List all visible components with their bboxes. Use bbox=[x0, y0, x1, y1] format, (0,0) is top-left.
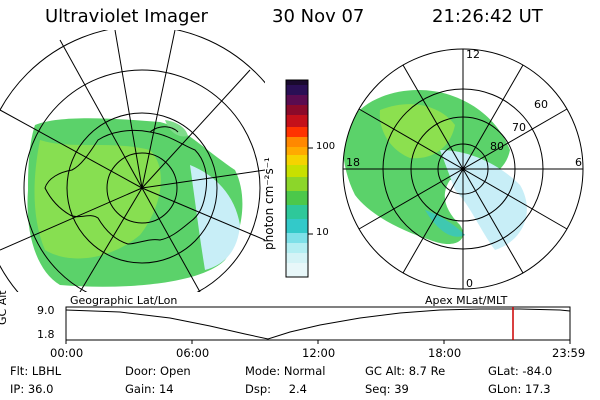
geographic-caption: Geographic Lat/Lon bbox=[70, 294, 178, 307]
info-label: GLat: bbox=[488, 364, 519, 378]
continent-outline bbox=[44, 129, 208, 245]
info-label: Flt: bbox=[10, 364, 29, 378]
info-dsp: Dsp: 2.4 bbox=[245, 382, 307, 396]
lat-circle-70 bbox=[66, 112, 218, 264]
info-value: 2.4 bbox=[288, 382, 307, 396]
info-flt: Flt: LBHL bbox=[10, 364, 61, 378]
date-label: 30 Nov 07 bbox=[272, 6, 365, 27]
time-label: 21:26:42 UT bbox=[432, 6, 543, 27]
info-label: Gain: bbox=[125, 382, 156, 396]
geographic-map bbox=[0, 30, 265, 292]
time-tick-2359: 23:59 bbox=[552, 346, 586, 360]
altitude-plot bbox=[65, 306, 571, 344]
info-value: 36.0 bbox=[27, 382, 54, 396]
lat-label-80: 80 bbox=[490, 140, 504, 153]
colorbar bbox=[285, 79, 313, 278]
mlt-label-0: 0 bbox=[466, 277, 473, 290]
info-door: Door: Open bbox=[125, 364, 191, 378]
time-tick-1800: 18:00 bbox=[428, 346, 462, 360]
info-mode: Mode: Normal bbox=[245, 364, 325, 378]
info-value: -84.0 bbox=[522, 364, 553, 378]
info-value: 39 bbox=[394, 382, 409, 396]
time-tick-1200: 12:00 bbox=[302, 346, 336, 360]
info-label: Mode: bbox=[245, 364, 281, 378]
info-value: LBHL bbox=[31, 364, 62, 378]
info-label: Seq: bbox=[365, 382, 391, 396]
lat-label-60: 60 bbox=[534, 98, 548, 111]
info-gain: Gain: 14 bbox=[125, 382, 174, 396]
info-value: Normal bbox=[283, 364, 326, 378]
info-label: GLon: bbox=[488, 382, 522, 396]
coast-detail bbox=[149, 126, 179, 133]
time-tick-0000: 00:00 bbox=[50, 346, 84, 360]
aurora-bright-region bbox=[34, 140, 161, 259]
aurora-patch bbox=[165, 120, 188, 137]
instrument-title: Ultraviolet Imager bbox=[45, 6, 208, 27]
altitude-ylabel: GC Alt bbox=[0, 290, 9, 325]
info-value: 14 bbox=[158, 382, 174, 396]
info-value: 17.3 bbox=[524, 382, 551, 396]
info-value: 8.7 Re bbox=[408, 364, 446, 378]
info-label: GC Alt: bbox=[365, 364, 406, 378]
aurora-faint-region bbox=[190, 165, 240, 270]
info-ip: IP: 36.0 bbox=[10, 382, 53, 396]
info-seq: Seq: 39 bbox=[365, 382, 409, 396]
apex-map bbox=[342, 48, 584, 290]
colorbar-tick-10: 10 bbox=[316, 227, 329, 238]
info-label: IP: bbox=[10, 382, 25, 396]
altitude-ytick-bottom: 1.8 bbox=[37, 328, 55, 341]
altitude-curve bbox=[65, 308, 571, 340]
info-gc-alt: GC Alt: 8.7 Re bbox=[365, 364, 445, 378]
lat-label-70: 70 bbox=[512, 121, 526, 134]
info-glon: GLon: 17.3 bbox=[488, 382, 551, 396]
colorbar-unit-label: photon cm⁻²s⁻¹ bbox=[262, 157, 276, 250]
info-label: Dsp: bbox=[245, 382, 272, 396]
info-glat: GLat: -84.0 bbox=[488, 364, 552, 378]
lat-circle-80 bbox=[106, 152, 178, 224]
colorbar-tick-100: 100 bbox=[316, 141, 336, 152]
mlt-label-18: 18 bbox=[346, 156, 360, 169]
info-value: Open bbox=[159, 364, 191, 378]
apex-bright-region bbox=[379, 104, 455, 159]
apex-caption: Apex MLat/MLT bbox=[425, 294, 508, 307]
info-label: Door: bbox=[125, 364, 157, 378]
mlt-label-6: 6 bbox=[575, 156, 582, 169]
apex-faint-region bbox=[440, 150, 527, 250]
time-tick-0600: 06:00 bbox=[176, 346, 210, 360]
lat-circle-60 bbox=[23, 69, 261, 292]
mlt-label-12: 12 bbox=[466, 48, 480, 61]
altitude-ytick-top: 9.0 bbox=[37, 304, 55, 317]
